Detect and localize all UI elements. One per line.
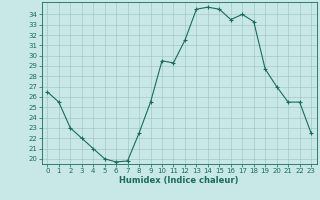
X-axis label: Humidex (Indice chaleur): Humidex (Indice chaleur)	[119, 176, 239, 185]
